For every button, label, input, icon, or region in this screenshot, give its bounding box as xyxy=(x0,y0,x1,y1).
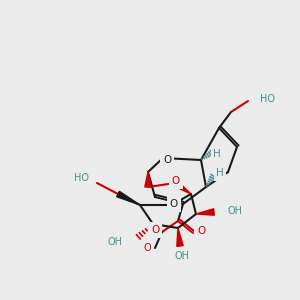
Text: OH: OH xyxy=(175,251,190,261)
Text: O: O xyxy=(197,226,205,236)
Text: HO: HO xyxy=(74,173,89,183)
Polygon shape xyxy=(177,228,183,246)
Text: O: O xyxy=(172,176,180,186)
Polygon shape xyxy=(173,180,191,194)
Text: O: O xyxy=(143,243,151,253)
Text: H: H xyxy=(216,168,224,178)
Polygon shape xyxy=(196,209,214,215)
Polygon shape xyxy=(117,191,140,205)
Text: OH: OH xyxy=(228,206,243,216)
Text: OH: OH xyxy=(108,237,123,247)
Text: O: O xyxy=(170,199,178,209)
Text: O: O xyxy=(151,225,159,235)
Text: H: H xyxy=(213,149,221,159)
Text: HO: HO xyxy=(260,94,275,104)
Polygon shape xyxy=(145,172,151,187)
Text: O: O xyxy=(163,155,171,165)
